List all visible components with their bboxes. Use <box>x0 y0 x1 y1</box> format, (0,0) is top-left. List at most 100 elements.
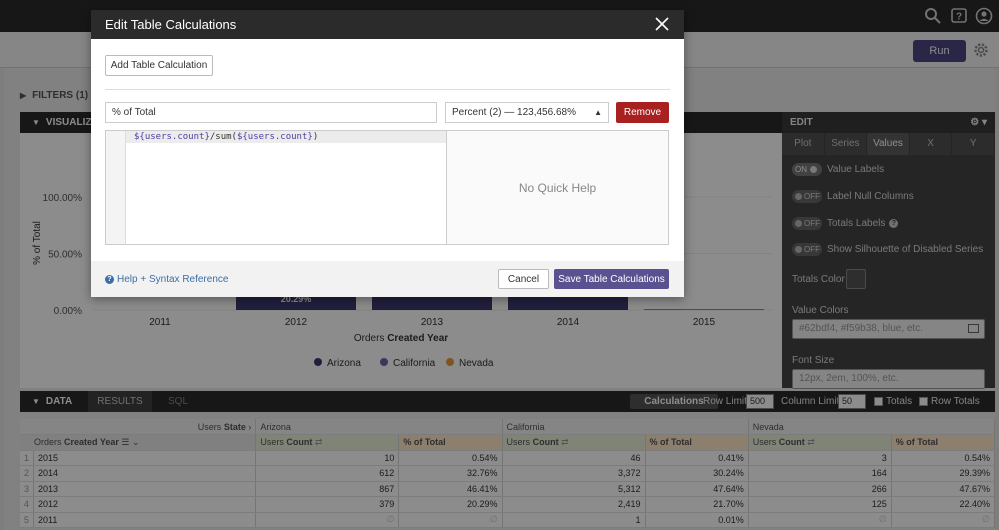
y-axis-label: % of Total <box>32 221 43 265</box>
cancel-button[interactable]: Cancel <box>498 269 549 289</box>
info-icon[interactable]: ? <box>889 219 899 228</box>
question-icon: ? <box>105 275 114 284</box>
expression-editor[interactable]: ${users.count}/sum(${users.count}) <box>105 130 447 245</box>
column-header-row: Orders Created Year ☰ ⌄ Users Count ⇄ % … <box>20 434 996 451</box>
value-cell: ∅ <box>255 512 400 528</box>
sort-icon[interactable]: ☰ <box>121 436 130 447</box>
value-cell: 10 <box>255 450 400 466</box>
tab-values[interactable]: Values <box>867 133 910 155</box>
row-limit-input[interactable]: 500 <box>746 394 774 409</box>
value-cell: 164 <box>748 465 892 482</box>
measure-header[interactable]: Users Count ⇄ <box>748 434 892 451</box>
tab-y[interactable]: Y <box>952 133 995 155</box>
show-silhouette-toggle[interactable]: OFF <box>792 243 822 256</box>
value-cell: 47.64% <box>645 481 749 497</box>
modal-footer: ? Help + Syntax Reference Cancel Save Tab… <box>91 261 684 297</box>
format-select[interactable]: Percent (2) — 123,456.68% ▲ <box>445 102 609 123</box>
toggle-state: OFF <box>804 192 820 201</box>
x-tick-label: 2011 <box>149 317 171 328</box>
label-null-columns-toggle[interactable]: OFF <box>792 190 822 203</box>
value-labels-toggle[interactable]: ON <box>792 163 822 176</box>
caret-down-icon: ▼ <box>32 397 40 406</box>
table-row: 1 2015 10 0.54% 46 0.41% 3 0.54% <box>20 450 996 466</box>
tab-sql[interactable]: SQL <box>168 396 189 407</box>
tab-results[interactable]: RESULTS <box>88 391 152 412</box>
svg-text:?: ? <box>956 12 962 23</box>
remove-button[interactable]: Remove <box>616 102 669 123</box>
calculations-button[interactable]: Calculations <box>630 394 718 409</box>
gear-icon[interactable] <box>972 41 990 59</box>
option-label: Value Labels <box>827 164 885 175</box>
column-limit-label: Column Limit <box>781 396 840 407</box>
code-token: /sum( <box>209 132 237 142</box>
value-cell: ∅ <box>748 512 892 528</box>
calc-header[interactable]: % of Total <box>398 434 503 451</box>
help-link[interactable]: ? Help + Syntax Reference <box>105 274 228 285</box>
measure-prefix: Users <box>506 436 531 447</box>
legend-swatch <box>380 358 388 366</box>
row-number: 3 <box>20 481 34 497</box>
totals-checkbox[interactable] <box>874 397 883 406</box>
close-icon[interactable] <box>654 16 670 32</box>
save-table-calculations-button[interactable]: Save Table Calculations <box>554 269 669 289</box>
value-colors-input[interactable]: #62bdf4, #f59b38, blue, etc. <box>792 319 985 339</box>
totals-color-label: Totals Color <box>792 274 845 285</box>
option-label-null-columns: OFF Label Null Columns <box>792 190 914 203</box>
calc-header[interactable]: % of Total <box>891 434 996 451</box>
y-tick-label: 100.00% <box>43 193 83 204</box>
column-limit-input[interactable]: 50 <box>838 394 866 409</box>
help-icon[interactable]: ? <box>950 7 968 25</box>
expression-line[interactable]: ${users.count}/sum(${users.count}) <box>126 131 446 143</box>
totals-labels-toggle[interactable]: OFF <box>792 217 822 230</box>
quick-help-panel: No Quick Help <box>447 130 669 245</box>
value-cell: ∅ <box>891 512 996 528</box>
table-row: 3 2013 867 46.41% 5,312 47.64% 266 47.67% <box>20 481 996 497</box>
value-cell: 3 <box>748 450 892 466</box>
table-row: 2 2014 612 32.76% 3,372 30.24% 164 29.39% <box>20 465 996 482</box>
measure-header[interactable]: Users Count ⇄ <box>255 434 400 451</box>
totals-color-picker[interactable] <box>846 269 866 289</box>
pivot-value-arizona: Arizona <box>255 419 503 435</box>
code-token: ${users.count} <box>134 132 210 142</box>
value-cell: 2,419 <box>502 496 646 513</box>
row-totals-checkbox[interactable] <box>919 397 928 406</box>
settings-gear-icon[interactable]: ⚙ ▾ <box>970 117 987 128</box>
x-axis-label: Orders Created Year <box>354 333 448 344</box>
pivot-header-row: Users State › Arizona California Nevada <box>20 419 996 435</box>
measure-header[interactable]: Users Count ⇄ <box>502 434 646 451</box>
table-row: 5 2011 ∅ ∅ 1 0.01% ∅ ∅ <box>20 512 996 528</box>
data-section-toggle[interactable]: ▼ DATA <box>32 391 72 412</box>
calc-header[interactable]: % of Total <box>645 434 749 451</box>
tab-x[interactable]: X <box>910 133 953 155</box>
value-cell: 21.70% <box>645 496 749 513</box>
pivot-icon: ⇄ <box>807 436 815 447</box>
calculation-name-input[interactable]: % of Total <box>105 102 437 123</box>
font-size-label: Font Size <box>792 355 835 366</box>
toggle-state: OFF <box>804 245 820 254</box>
dimension-header[interactable]: Orders Created Year ☰ ⌄ <box>20 434 257 451</box>
tab-series[interactable]: Series <box>825 133 868 155</box>
caret-down-icon: ▼ <box>32 118 40 127</box>
chevron-down-icon[interactable]: ⌄ <box>132 436 140 447</box>
pivot-label-prefix: Users <box>197 421 222 432</box>
run-button[interactable]: Run <box>913 40 966 62</box>
pivot-value-nevada: Nevada <box>748 419 996 435</box>
value-cell: 29.39% <box>891 465 996 482</box>
palette-icon[interactable] <box>968 324 979 333</box>
row-number: 4 <box>20 496 34 513</box>
x-tick-label: 2015 <box>693 317 716 328</box>
edit-panel-header: EDIT ⚙ ▾ <box>782 112 995 133</box>
x-tick-label: 2013 <box>421 317 444 328</box>
select-arrows-icon: ▲ <box>594 108 602 117</box>
search-icon[interactable] <box>924 7 942 25</box>
add-table-calculation-button[interactable]: Add Table Calculation <box>105 55 213 76</box>
font-size-input[interactable]: 12px, 2em, 100%, etc. <box>792 369 985 389</box>
pivot-dimension-header[interactable]: Users State › <box>20 419 257 435</box>
data-section-header: ▼ DATA RESULTS SQL Calculations Row Limit… <box>20 391 995 412</box>
filters-section-toggle[interactable]: ▶ FILTERS (1) <box>20 84 300 106</box>
user-avatar-icon[interactable] <box>975 7 993 25</box>
tab-plot[interactable]: Plot <box>782 133 825 155</box>
option-totals-labels: OFF Totals Labels ? <box>792 217 899 230</box>
results-table: Users State › Arizona California Nevada … <box>20 419 996 528</box>
value-cell: 379 <box>255 496 400 513</box>
